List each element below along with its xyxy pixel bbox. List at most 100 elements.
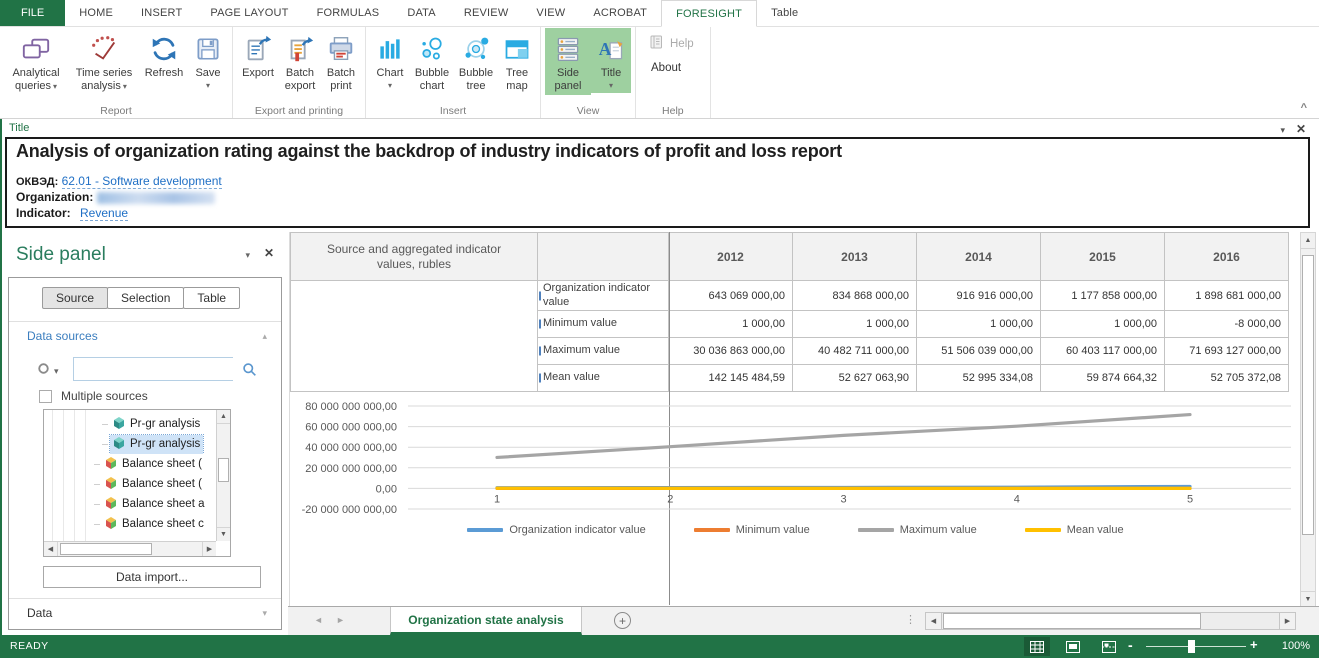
scrollbar-thumb[interactable] (60, 543, 152, 555)
help-button[interactable]: Help (648, 34, 694, 53)
save-button[interactable]: Save ▾ (188, 28, 228, 93)
table-cell[interactable]: 1 000,00 (668, 310, 793, 338)
tree-item-selected[interactable]: Pr-gr analysis (44, 434, 215, 454)
table-cell[interactable]: 1 000,00 (916, 310, 1041, 338)
table-cell[interactable]: -8 000,00 (1164, 310, 1289, 338)
title-panel-caret-icon[interactable]: ▾ (1280, 125, 1285, 135)
horizontal-scrollbar[interactable]: ◀ ▶ (925, 612, 1296, 630)
table-cell[interactable]: 142 145 484,59 (668, 364, 793, 392)
tree-item[interactable]: Balance sheet ( (44, 454, 215, 474)
analytical-queries-button[interactable]: Analytical queries ▾ (4, 28, 68, 95)
column-header-2014[interactable]: 2014 (916, 232, 1041, 281)
tab-table[interactable]: Table (771, 7, 799, 19)
table-cell[interactable]: 643 069 000,00 (668, 280, 793, 311)
tree-item[interactable]: Balance sheet ( (44, 474, 215, 494)
zoom-slider-track[interactable] (1146, 646, 1246, 647)
table-cell[interactable]: 40 482 711 000,00 (792, 337, 917, 365)
title-panel-close-icon[interactable]: ✕ (1295, 122, 1306, 136)
scrollbar-thumb[interactable] (218, 458, 229, 482)
scrollbar-thumb[interactable] (1302, 255, 1314, 535)
column-header-2013[interactable]: 2013 (792, 232, 917, 281)
sheetbar-handle-icon[interactable]: ⋮ (905, 614, 916, 626)
table-cell[interactable]: 30 036 863 000,00 (668, 337, 793, 365)
time-series-analysis-button[interactable]: Time series analysis ▾ (68, 28, 140, 95)
row-label[interactable]: Minimum value (537, 310, 669, 338)
sheet-nav-right-icon[interactable]: ► (336, 615, 345, 625)
chart-button[interactable]: Chart ▾ (370, 28, 410, 93)
search-icon[interactable] (237, 362, 262, 377)
tree-item[interactable]: Balance sheet c (44, 514, 215, 534)
tree-item[interactable]: Balance sheet a (44, 494, 215, 514)
add-sheet-button[interactable]: + (614, 612, 631, 629)
tab-review[interactable]: REVIEW (463, 7, 509, 19)
tab-view[interactable]: VIEW (536, 7, 566, 19)
data-section-header[interactable]: Data ▾ (27, 606, 267, 620)
table-cell[interactable]: 52 627 063,90 (792, 364, 917, 392)
side-panel-button[interactable]: Side panel (545, 28, 591, 95)
scroll-right-icon[interactable]: ▶ (1279, 613, 1295, 629)
table-cell[interactable]: 1 000,00 (792, 310, 917, 338)
tab-file[interactable]: FILE (0, 0, 66, 26)
table-cell[interactable]: 834 868 000,00 (792, 280, 917, 311)
vertical-scrollbar[interactable]: ▲ ▼ (1300, 232, 1316, 608)
zoom-out-button[interactable]: - (1128, 637, 1133, 653)
legend-item[interactable]: Maximum value (857, 524, 977, 536)
zoom-slider-thumb[interactable] (1188, 640, 1195, 653)
side-panel-caret-icon[interactable]: ▾ (245, 250, 250, 260)
legend-item[interactable]: Minimum value (693, 524, 810, 536)
tab-foresight[interactable]: FORESIGHT (661, 0, 758, 27)
refresh-button[interactable]: Refresh (140, 28, 188, 82)
scroll-up-icon[interactable]: ▲ (1301, 233, 1315, 249)
page-layout-view-button[interactable] (1060, 637, 1086, 656)
batch-export-button[interactable]: Batch export (279, 28, 321, 95)
zoom-level[interactable]: 100% (1281, 640, 1310, 652)
scrollbar-thumb[interactable] (943, 613, 1201, 629)
side-panel-close-icon[interactable]: ✕ (263, 246, 274, 260)
tab-selection[interactable]: Selection (107, 287, 185, 309)
page-break-view-button[interactable] (1096, 637, 1122, 656)
okved-link[interactable]: 62.01 - Software development (61, 173, 222, 189)
table-cell[interactable]: 1 177 858 000,00 (1040, 280, 1165, 311)
sheet-tab-active[interactable]: Organization state analysis (390, 607, 582, 635)
normal-view-button[interactable] (1024, 637, 1050, 656)
table-cell[interactable]: 1 898 681 000,00 (1164, 280, 1289, 311)
title-button[interactable]: A Title ▾ (591, 28, 631, 94)
table-cell[interactable]: 52 995 334,08 (916, 364, 1041, 392)
table-cell[interactable]: 52 705 372,08 (1164, 364, 1289, 392)
scroll-right-icon[interactable]: ▶ (202, 542, 216, 556)
scroll-left-icon[interactable]: ◀ (44, 542, 58, 556)
tab-page-layout[interactable]: PAGE LAYOUT (210, 7, 289, 19)
table-cell[interactable]: 59 874 664,32 (1040, 364, 1165, 392)
row-label[interactable]: Organization indicator value (537, 280, 669, 311)
scroll-up-icon[interactable]: ▲ (217, 410, 230, 424)
column-header-2015[interactable]: 2015 (1040, 232, 1165, 281)
search-input[interactable] (74, 358, 237, 380)
column-header-2012[interactable]: 2012 (668, 232, 793, 281)
bubble-chart-button[interactable]: Bubble chart (410, 28, 454, 95)
scroll-down-icon[interactable]: ▼ (217, 527, 230, 541)
table-cell[interactable]: 60 403 117 000,00 (1040, 337, 1165, 365)
source-options-button[interactable]: ▾ (37, 362, 59, 380)
tab-source[interactable]: Source (42, 287, 109, 309)
legend-item[interactable]: Mean value (1024, 524, 1124, 536)
tree-vertical-scrollbar[interactable]: ▲ ▼ (216, 410, 230, 541)
scroll-left-icon[interactable]: ◀ (926, 613, 942, 629)
tab-acrobat[interactable]: ACROBAT (593, 7, 648, 19)
row-label[interactable]: Maximum value (537, 337, 669, 365)
indicator-line-chart[interactable]: 80 000 000 000,00 60 000 000 000,00 40 000… (293, 392, 1298, 517)
tree-map-button[interactable]: Tree map (498, 28, 536, 95)
about-button[interactable]: About (651, 62, 682, 74)
scroll-down-icon[interactable]: ▼ (1301, 591, 1315, 607)
table-cell[interactable]: 916 916 000,00 (916, 280, 1041, 311)
export-button[interactable]: Export (237, 28, 279, 82)
table-cell[interactable]: 1 000,00 (1040, 310, 1165, 338)
tree-item[interactable]: Pr-gr analysis (44, 414, 215, 434)
table-cell[interactable]: 71 693 127 000,00 (1164, 337, 1289, 365)
expand-section-icon[interactable]: ▾ (262, 607, 267, 618)
collapse-section-icon[interactable]: ▴ (262, 330, 267, 341)
multiple-sources-checkbox[interactable] (39, 389, 52, 403)
tab-insert[interactable]: INSERT (141, 7, 183, 19)
series-line[interactable] (495, 412, 1192, 460)
sheet-nav-left-icon[interactable]: ◄ (314, 615, 323, 625)
data-sources-header[interactable]: Data sources ▴ (27, 329, 267, 343)
